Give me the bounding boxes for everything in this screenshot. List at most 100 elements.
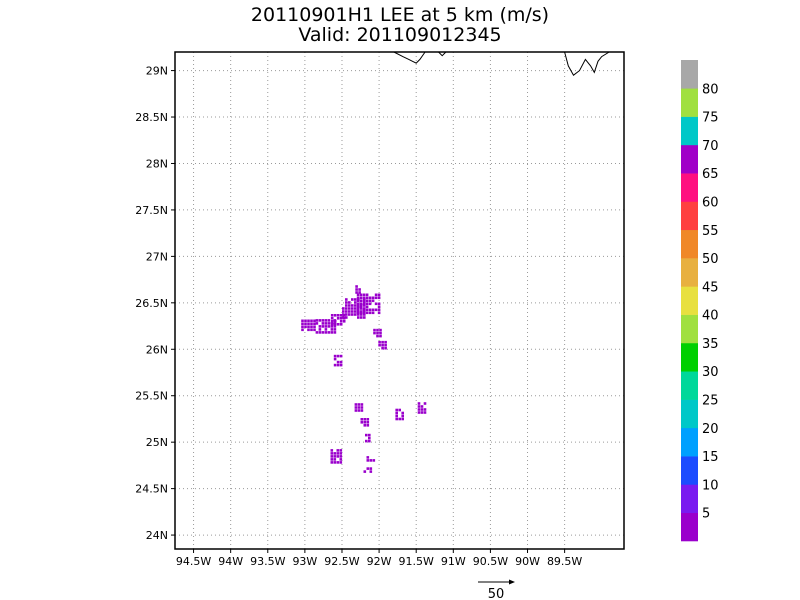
wind-marker [366, 456, 370, 459]
wind-marker [377, 308, 381, 312]
y-tick-label: 27N [146, 250, 168, 263]
wind-marker [381, 340, 384, 344]
wind-marker [384, 343, 387, 347]
wind-marker [423, 402, 427, 405]
wind-marker [307, 328, 310, 332]
wind-marker [327, 325, 331, 328]
x-tick-label: 94W [218, 555, 243, 568]
wind-marker [324, 325, 328, 328]
wind-marker [372, 459, 376, 462]
wind-marker [368, 308, 372, 312]
wind-marker [354, 409, 358, 412]
y-tick-label: 24N [146, 529, 168, 542]
wind-marker [354, 313, 357, 316]
wind-marker [398, 408, 401, 412]
wind-marker [351, 298, 354, 301]
wind-marker [363, 418, 367, 421]
wind-marker [379, 334, 382, 338]
wind-cluster [360, 418, 370, 427]
wind-marker [313, 322, 316, 326]
wind-marker [371, 308, 375, 312]
wind-marker [310, 322, 313, 326]
wind-marker [336, 360, 340, 364]
x-tick-label: 91W [441, 555, 466, 568]
wind-marker [368, 433, 371, 437]
wind-marker [366, 467, 370, 470]
wind-marker [362, 302, 366, 306]
colorbar-label: 80 [702, 82, 719, 97]
wind-marker [365, 305, 369, 309]
wind-marker [354, 310, 357, 313]
wind-cluster [365, 433, 371, 443]
colorbar-swatch [681, 116, 698, 146]
colorbar-label: 55 [702, 224, 719, 239]
wind-marker [333, 325, 337, 328]
wind-marker [348, 307, 351, 310]
wind-marker [368, 311, 372, 315]
x-tick-label: 92.5W [324, 555, 359, 568]
colorbar-label: 40 [702, 309, 719, 324]
y-tick-label: 28.5N [135, 111, 168, 124]
wind-marker [377, 293, 381, 297]
wind-marker [301, 322, 304, 326]
wind-marker [339, 360, 343, 364]
wind-marker [313, 319, 316, 323]
colorbar-swatch [681, 342, 698, 372]
wind-marker [333, 357, 337, 361]
colorbar-swatch [681, 371, 698, 400]
wind-marker [395, 417, 398, 421]
wind-marker [318, 319, 322, 322]
wind-marker [417, 408, 421, 411]
wind-marker [395, 411, 398, 415]
wind-marker [354, 403, 358, 406]
wind-marker [362, 293, 366, 297]
x-tick-label: 90.5W [473, 555, 508, 568]
reference-vector-label: 50 [488, 587, 505, 600]
colorbar-label: 60 [702, 196, 719, 211]
coastline [393, 51, 610, 76]
wind-cluster [333, 354, 343, 367]
wind-marker [360, 418, 364, 421]
wind-marker [333, 461, 337, 464]
wind-marker [381, 346, 384, 350]
wind-markers [301, 285, 427, 473]
wind-marker [333, 455, 337, 458]
wind-cluster [356, 293, 381, 315]
wind-marker [359, 293, 363, 297]
wind-marker [365, 439, 368, 443]
wind-marker [360, 421, 364, 424]
wind-marker [339, 449, 343, 452]
colorbar-label: 25 [702, 394, 719, 409]
wind-marker [420, 405, 424, 408]
wind-marker [324, 328, 328, 331]
wind-marker [365, 433, 368, 437]
y-tick-label: 26N [146, 343, 168, 356]
wind-marker [371, 299, 375, 303]
wind-marker [330, 331, 334, 334]
wind-marker [362, 308, 366, 312]
colorbar: 5 10 15 20 25 30 35 40 45 50 55 60 65 70 75 80 [681, 60, 719, 542]
wind-marker [324, 331, 328, 334]
wind-marker [348, 304, 351, 307]
wind-marker [365, 293, 369, 297]
colorbar-label: 5 [702, 507, 710, 522]
x-axis: 94.5W 94W 93.5W 93W 92.5W 92W 91.5W 91W 90.5W 90W… [176, 549, 582, 568]
x-tick-label: 93.5W [250, 555, 285, 568]
wind-marker [307, 322, 310, 326]
wind-cluster [301, 319, 316, 332]
wind-marker [376, 331, 379, 335]
colorbar-label: 65 [702, 167, 719, 182]
wind-marker [365, 308, 369, 312]
x-tick-label: 94.5W [176, 555, 211, 568]
wind-marker [377, 296, 381, 300]
wind-marker [342, 307, 345, 310]
wind-marker [324, 319, 328, 322]
wind-marker [339, 323, 343, 326]
wind-marker [373, 328, 376, 332]
wind-marker [366, 459, 370, 462]
wind-marker [339, 458, 343, 461]
colorbar-swatch [681, 258, 698, 287]
wind-marker [321, 325, 325, 328]
wind-marker [330, 449, 334, 452]
